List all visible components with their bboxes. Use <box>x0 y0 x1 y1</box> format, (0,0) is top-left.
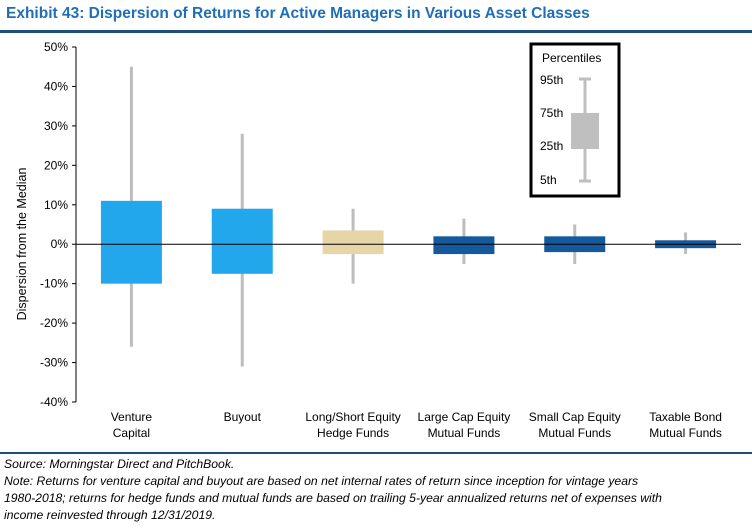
y-tick-label: 20% <box>44 158 68 172</box>
box <box>322 230 384 255</box>
y-tick-label: -10% <box>40 277 68 291</box>
y-tick-label: -30% <box>40 356 68 370</box>
category-label: Large Cap Equity <box>418 410 511 424</box>
category-label: Buyout <box>224 410 262 424</box>
legend-label: 5th <box>540 173 557 187</box>
box <box>100 200 162 284</box>
category-label: Capital <box>113 426 150 440</box>
source-note: Source: Morningstar Direct and PitchBook… <box>4 457 235 471</box>
box <box>433 236 495 255</box>
boxplot-chart: Dispersion from the Median 50% 40% 30% 20% 1… <box>15 40 741 440</box>
y-tick-label: 30% <box>44 119 68 133</box>
boxes <box>100 66 717 367</box>
category-label: Long/Short Equity <box>305 410 400 424</box>
legend-title: Percentiles <box>542 51 601 65</box>
y-tick-label: 50% <box>44 40 68 54</box>
category-label: Venture <box>111 410 153 424</box>
footer-rule <box>0 452 752 454</box>
note-line-3: income reinvested through 12/31/2019. <box>4 508 216 522</box>
legend-label: 25th <box>540 139 563 153</box>
category-label: Taxable Bond <box>649 410 722 424</box>
legend-label: 75th <box>540 106 563 120</box>
box <box>211 208 273 274</box>
y-tick-label: 0% <box>51 237 69 251</box>
title-rule <box>0 30 752 33</box>
y-tick-label: 10% <box>44 198 68 212</box>
y-axis-title: Dispersion from the Median <box>15 168 29 321</box>
category-label: Hedge Funds <box>317 426 389 440</box>
category-label: Mutual Funds <box>538 426 611 440</box>
note-line-2: 1980-2018; returns for hedge funds and m… <box>4 491 662 505</box>
category-label: Mutual Funds <box>649 426 722 440</box>
y-axis-ticks: 50% 40% 30% 20% 10% 0% -10% -20% -30% -40% <box>40 40 76 409</box>
footnotes: Source: Morningstar Direct and PitchBook… <box>4 456 750 524</box>
y-tick-label: -40% <box>40 395 68 409</box>
chart-title: Exhibit 43: Dispersion of Returns for Ac… <box>6 5 590 22</box>
y-tick-label: 40% <box>44 79 68 93</box>
legend-label: 95th <box>540 73 563 87</box>
legend-box <box>571 113 599 149</box>
y-tick-label: -20% <box>40 316 68 330</box>
category-labels: Venture Capital Buyout Long/Short Equity Hed… <box>111 410 722 440</box>
note-line-1: Note: Returns for venture capital and bu… <box>4 474 639 488</box>
legend: Percentiles 95th 75th 25th 5th <box>529 42 621 198</box>
category-label: Small Cap Equity <box>529 410 621 424</box>
category-label: Mutual Funds <box>428 426 501 440</box>
